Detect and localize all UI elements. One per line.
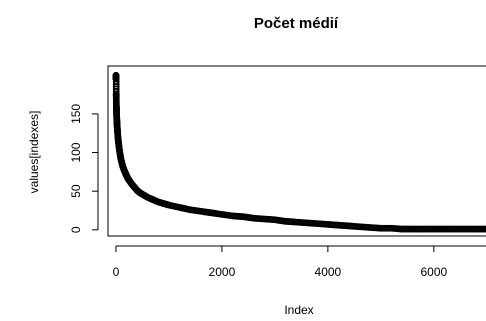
data-points xyxy=(112,71,486,233)
y-tick-label: 0 xyxy=(69,226,83,233)
x-ticks: 0 2000 4000 6000 xyxy=(113,246,447,279)
x-tick-label: 4000 xyxy=(315,265,342,279)
y-ticks: 0 50 100 150 xyxy=(69,104,98,233)
chart-title: Počet médií xyxy=(254,15,339,32)
y-axis-label: values[indexes] xyxy=(27,111,41,194)
x-tick-label: 0 xyxy=(113,265,120,279)
x-tick-label: 6000 xyxy=(420,265,447,279)
data-point xyxy=(483,225,486,233)
x-axis-label: Index xyxy=(284,303,313,317)
plot-frame xyxy=(107,65,486,237)
y-tick-label: 150 xyxy=(69,104,83,124)
y-tick-label: 100 xyxy=(69,142,83,162)
y-tick-label: 50 xyxy=(69,184,83,198)
x-tick-label: 2000 xyxy=(209,265,236,279)
